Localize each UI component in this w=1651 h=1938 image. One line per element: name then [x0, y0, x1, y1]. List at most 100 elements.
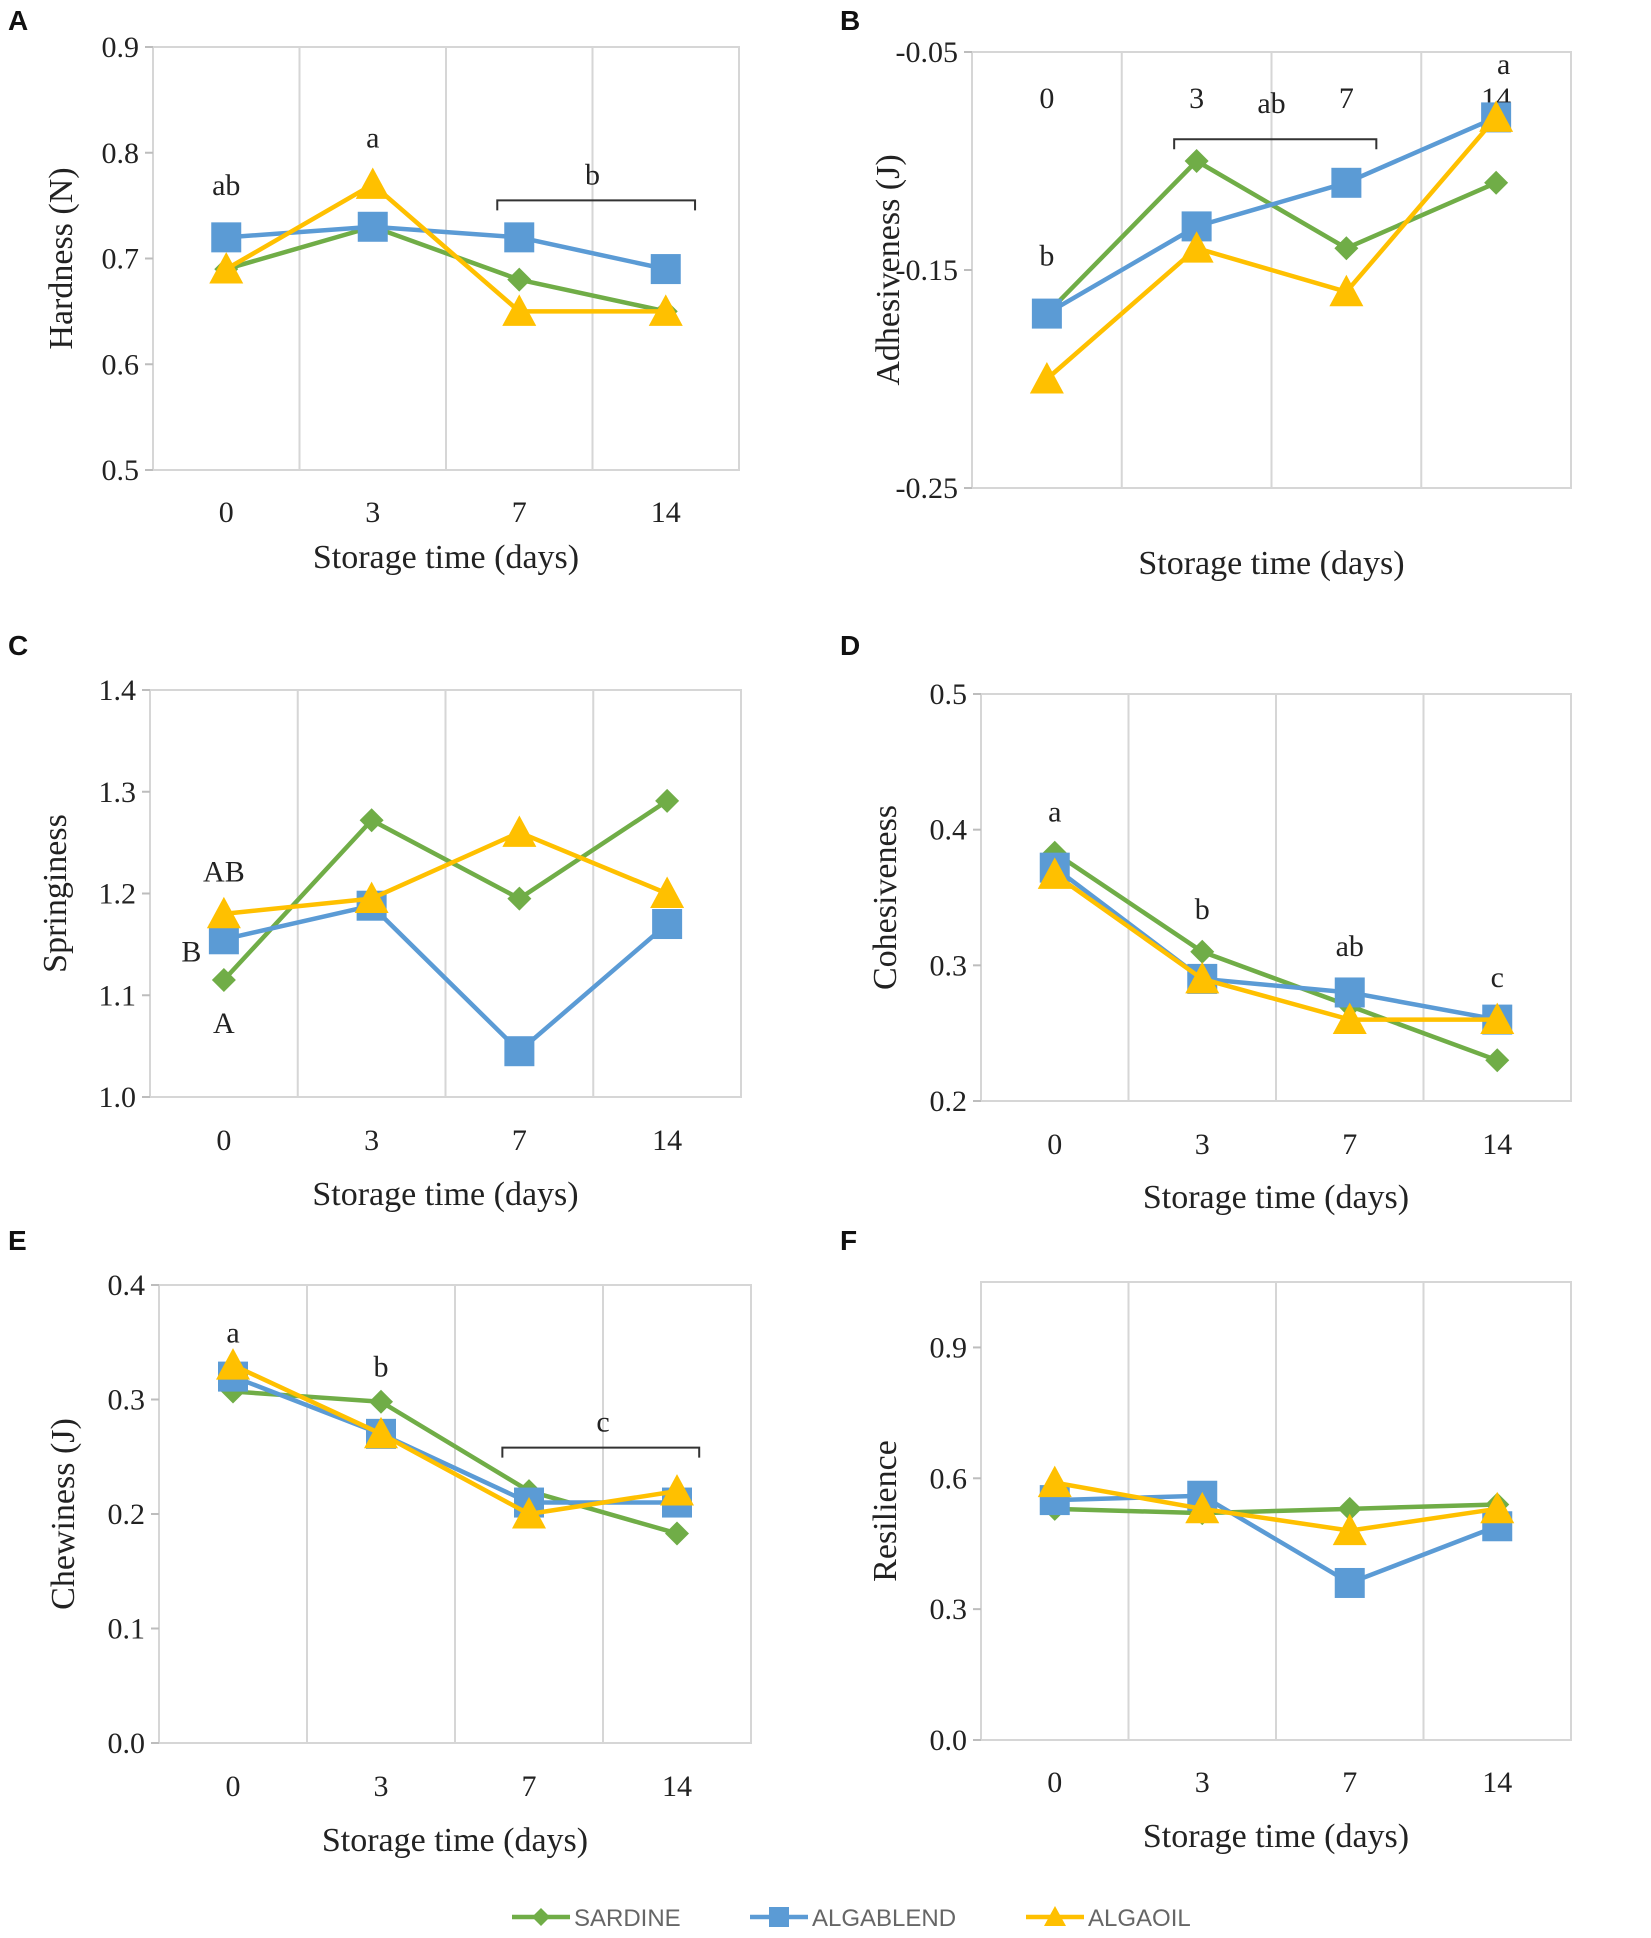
panel-a: A 0.5 0.6 0.7 0.8 0.9 0 3 7 14 Storage time (days)…: [8, 5, 740, 576]
data-point-algaoil: [216, 1348, 250, 1380]
y-tick-label: 0.1: [108, 1613, 146, 1646]
y-tick-label: 1.3: [99, 776, 137, 809]
x-tick-label: 7: [1339, 82, 1354, 115]
series-line: [225, 182, 666, 314]
y-tick-label: 0.5: [102, 454, 140, 487]
y-axis-title: Resilience: [867, 1440, 904, 1582]
y-tick-label: -0.05: [896, 36, 959, 69]
data-point-algaoil: [1185, 1491, 1220, 1524]
series-line: [1053, 850, 1499, 1063]
panel-d: D 0.2 0.3 0.4 0.5 0 3 7 14 Storage time (days) Coh…: [840, 630, 1572, 1216]
data-point-sardine: [665, 1521, 689, 1546]
significance-letter: AB: [203, 855, 245, 888]
significance-letter: a: [366, 121, 379, 154]
series-algaoil: [206, 815, 685, 929]
data-point-algablend: [650, 254, 681, 285]
data-point-algablend: [208, 924, 239, 955]
significance-letter: A: [213, 1007, 235, 1040]
series-sardine: [211, 788, 680, 992]
x-tick-label: 14: [662, 1770, 692, 1803]
data-point-algaoil: [1332, 1513, 1367, 1546]
y-axis-title: Hardness (N): [43, 167, 80, 349]
panel-letter: A: [8, 5, 28, 36]
y-tick-label: 1.0: [99, 1081, 137, 1114]
data-point-algaoil: [650, 876, 685, 908]
panel-c: C 1.0 1.1 1.2 1.3 1.4 0 3 7 14 Storage time (days)…: [8, 630, 742, 1213]
legend-item-algablend: ALGABLEND: [750, 1905, 956, 1932]
x-tick-label: 3: [1195, 1766, 1210, 1799]
y-tick-label: -0.25: [896, 472, 959, 505]
series-line: [1054, 1480, 1498, 1533]
y-tick-label: 0.6: [930, 1462, 968, 1495]
data-point-algablend: [1031, 298, 1062, 329]
legend: SARDINE ALGABLEND ALGAOIL: [512, 1905, 1191, 1932]
y-tick-label: 1.4: [99, 674, 137, 707]
x-tick-label: 7: [1342, 1766, 1357, 1799]
data-point-algaoil: [502, 294, 537, 326]
legend-label: SARDINE: [574, 1905, 681, 1932]
panel-letter: D: [840, 630, 860, 661]
panels: A 0.5 0.6 0.7 0.8 0.9 0 3 7 14 Storage time (days)…: [8, 5, 1572, 1859]
data-point-sardine: [1334, 236, 1359, 261]
x-axis-title: Storage time (days): [1143, 1179, 1409, 1216]
data-point-algaoil: [364, 1416, 398, 1449]
series-line: [225, 224, 667, 314]
data-point-algaoil: [1479, 100, 1514, 132]
data-point-algaoil: [1480, 1002, 1515, 1035]
data-point-algablend: [211, 222, 242, 253]
y-axis-title: Cohesiveness: [867, 805, 904, 990]
x-axis-title: Storage time (days): [313, 539, 579, 576]
series-algaoil: [209, 167, 683, 326]
y-tick-label: 0.5: [930, 678, 968, 711]
legend-item-sardine: SARDINE: [512, 1905, 681, 1932]
data-point-algablend: [652, 909, 683, 940]
plot-frame: [980, 1281, 1572, 1741]
y-axis-title: Chewiness (J): [45, 1418, 82, 1610]
y-tick-label: 0.9: [102, 31, 140, 64]
significance-bracket: [496, 199, 697, 211]
data-point-algablend: [1334, 977, 1365, 1008]
x-axis-title: Storage time (days): [322, 1822, 588, 1859]
y-tick-label: 0.6: [102, 348, 140, 381]
panel-letter: F: [840, 1225, 857, 1256]
series-line: [223, 903, 669, 1054]
data-point-algaoil: [1029, 362, 1064, 394]
series-algaoil: [1029, 100, 1514, 394]
panel-letter: C: [8, 630, 28, 661]
data-point-algablend: [504, 1036, 535, 1067]
significance-letter: c: [596, 1406, 609, 1439]
x-tick-label: 14: [1482, 1766, 1512, 1799]
x-tick-label: 14: [651, 496, 681, 529]
data-point-algaoil: [1480, 1491, 1515, 1524]
data-point-algaoil: [1332, 1002, 1367, 1035]
y-tick-label: 0.0: [930, 1724, 968, 1757]
legend-marker-icon: [769, 1907, 789, 1927]
significance-bracket: [1173, 138, 1378, 150]
x-tick-label: 7: [522, 1770, 537, 1803]
data-point-algablend: [504, 222, 535, 253]
data-point-sardine: [1485, 1048, 1510, 1073]
x-tick-label: 14: [1482, 1128, 1512, 1161]
x-tick-label: 0: [226, 1770, 241, 1803]
x-tick-label: 7: [512, 496, 527, 529]
series-algablend: [211, 211, 681, 285]
x-tick-label: 3: [364, 1124, 379, 1157]
y-axis-title: Springiness: [37, 814, 74, 973]
panel-letter: B: [840, 5, 860, 36]
data-point-algablend: [1334, 1567, 1365, 1598]
data-point-algaoil: [206, 896, 241, 929]
data-point-algaoil: [648, 294, 683, 326]
significance-letter: a: [226, 1316, 239, 1349]
data-point-algaoil: [354, 881, 389, 914]
y-tick-label: 0.9: [930, 1331, 968, 1364]
x-axis-title: Storage time (days): [1143, 1818, 1409, 1855]
data-point-sardine: [359, 808, 384, 833]
significance-letter: b: [1195, 893, 1210, 926]
panel-e: E 0.0 0.1 0.2 0.3 0.4 0 3 7 14 Storage time (days)…: [8, 1225, 752, 1859]
x-axis-title: Storage time (days): [312, 1176, 578, 1213]
series-line: [1053, 872, 1498, 1022]
x-tick-label: 3: [1189, 82, 1204, 115]
data-point-sardine: [369, 1389, 393, 1414]
x-tick-label: 14: [652, 1124, 682, 1157]
